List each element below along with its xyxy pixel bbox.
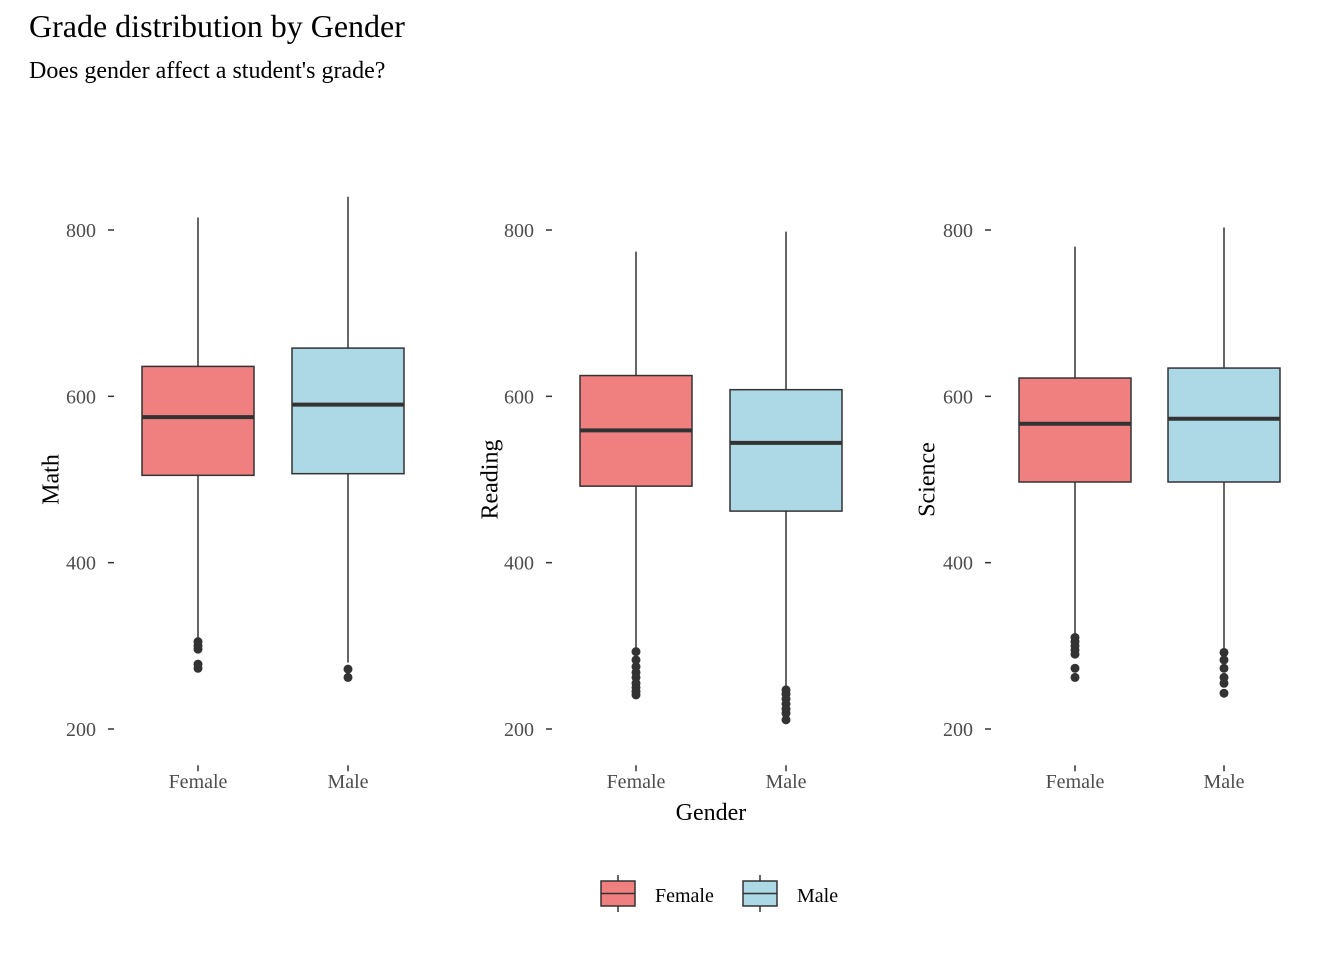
x-axis-title: Gender (676, 800, 747, 826)
outlier-point (781, 708, 791, 718)
y-tick-label: 600 (943, 386, 973, 408)
x-tick-label: Male (765, 771, 806, 793)
legend-label: Male (797, 885, 838, 907)
y-tick-label: 400 (66, 553, 96, 575)
legend-key-male: Male (742, 875, 838, 912)
panel-math: 200 400 600 800 Math Female Male (38, 196, 405, 793)
panel-science: 200 400 600 800 Science Female Male (914, 220, 1281, 793)
y-tick-label: 200 (504, 719, 534, 741)
legend: Female Male (600, 875, 838, 912)
box-iqr (1167, 367, 1281, 483)
box-male (729, 231, 843, 725)
outlier-point (1219, 678, 1229, 688)
outlier-point (343, 664, 353, 674)
outlier-point (1219, 647, 1229, 657)
outlier-point (193, 663, 203, 673)
outlier-point (1070, 663, 1080, 673)
y-tick-label: 400 (504, 553, 534, 575)
y-tick-label: 200 (943, 719, 973, 741)
outlier-point (343, 672, 353, 682)
chart-subtitle: Does gender affect a student's grade? (29, 58, 386, 84)
panel-reading: 200 400 600 800 Reading Female Male (477, 220, 843, 793)
legend-label: Female (655, 885, 714, 907)
y-tick-label: 800 (504, 220, 534, 242)
outlier-point (1070, 649, 1080, 659)
outlier-point (631, 690, 641, 700)
x-tick-label: Female (1046, 771, 1105, 793)
y-tick-label: 800 (943, 220, 973, 242)
box-female (1018, 246, 1132, 682)
outlier-point (1219, 688, 1229, 698)
box-iqr (291, 347, 405, 475)
outlier-point (781, 715, 791, 725)
y-tick-label: 600 (504, 386, 534, 408)
outlier-point (631, 655, 641, 665)
outlier-point (193, 644, 203, 654)
box-iqr (1018, 377, 1132, 483)
box-female (141, 217, 255, 673)
box-iqr (729, 388, 843, 512)
x-tick-label: Male (1203, 771, 1244, 793)
outlier-point (1070, 672, 1080, 682)
outlier-point (1219, 663, 1229, 673)
y-tick-label: 400 (943, 553, 973, 575)
y-axis-title: Science (914, 442, 940, 517)
box-male (291, 196, 405, 682)
box-female (579, 251, 693, 700)
y-axis-title: Reading (477, 440, 503, 520)
x-tick-label: Female (607, 771, 666, 793)
outlier-point (631, 647, 641, 657)
x-tick-label: Female (169, 771, 228, 793)
y-axis-title: Math (38, 454, 64, 505)
y-tick-label: 800 (66, 220, 96, 242)
y-tick-label: 200 (66, 719, 96, 741)
outlier-point (1219, 655, 1229, 665)
box-male (1167, 227, 1281, 698)
chart-title: Grade distribution by Gender (29, 8, 405, 44)
legend-key-female: Female (600, 875, 714, 912)
x-tick-label: Male (327, 771, 368, 793)
box-iqr (141, 365, 255, 477)
y-tick-label: 600 (66, 386, 96, 408)
